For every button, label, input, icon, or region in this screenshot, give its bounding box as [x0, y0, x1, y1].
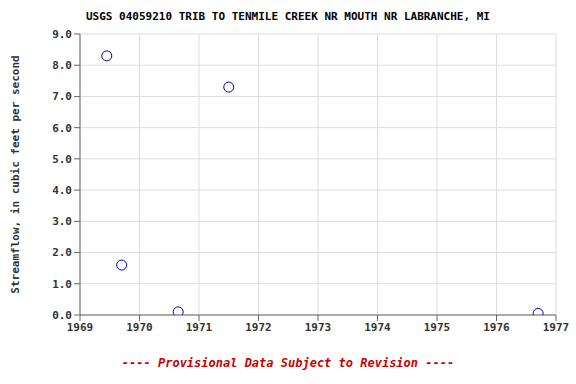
svg-text:3.0: 3.0: [52, 215, 72, 228]
svg-text:8.0: 8.0: [52, 59, 72, 72]
svg-text:1973: 1973: [305, 321, 332, 334]
svg-text:1971: 1971: [186, 321, 213, 334]
html-text:USGS 04059210 TRIB TO TENMILE: USGS 04059210 TRIB TO TENMILE CREEK NR M…: [86, 10, 490, 23]
svg-text:0.0: 0.0: [52, 309, 72, 322]
svg-text:7.0: 7.0: [52, 90, 72, 103]
svg-text:1969: 1969: [67, 321, 94, 334]
svg-text:6.0: 6.0: [52, 122, 72, 135]
svg-text:1974: 1974: [364, 321, 391, 334]
svg-text:1972: 1972: [245, 321, 272, 334]
svg-text:1970: 1970: [126, 321, 153, 334]
html-text:---- Provisional Data Subject: ---- Provisional Data Subject to Revisio…: [121, 356, 455, 370]
svg-text:2.0: 2.0: [52, 246, 72, 259]
svg-text:1.0: 1.0: [52, 278, 72, 291]
svg-text:1975: 1975: [424, 321, 451, 334]
svg-text:4.0: 4.0: [52, 184, 72, 197]
svg-text:Streamflow, in cubic feet per: Streamflow, in cubic feet per second: [9, 55, 22, 293]
svg-text:9.0: 9.0: [52, 28, 72, 41]
svg-text:5.0: 5.0: [52, 153, 72, 166]
svg-text:1976: 1976: [483, 321, 510, 334]
svg-text:1977: 1977: [543, 321, 568, 334]
